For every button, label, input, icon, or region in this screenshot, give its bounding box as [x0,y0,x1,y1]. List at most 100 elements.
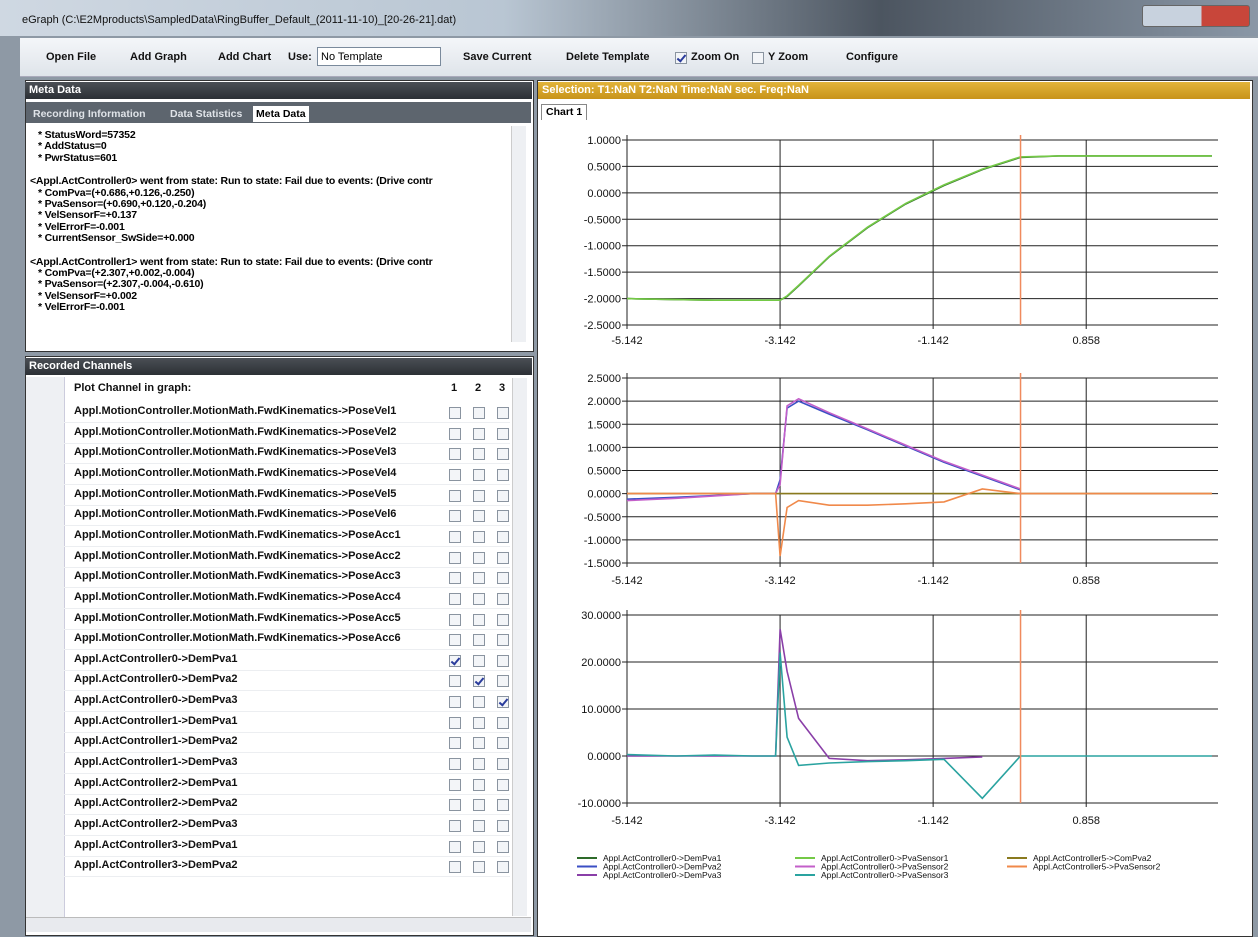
y-tick-label: -1.5000 [584,558,621,570]
channel-name: Appl.ActController1->DemPva2 [74,735,238,747]
plot-checkbox[interactable] [473,655,485,667]
plot-checkbox[interactable] [449,717,461,729]
plot-checkbox[interactable] [449,820,461,832]
plot-checkbox[interactable] [497,428,509,440]
plot-checkbox[interactable] [449,428,461,440]
y-tick-label: -1.0000 [584,535,621,547]
plot-checkbox[interactable] [473,510,485,522]
series-line [627,489,1212,556]
plot-checkbox[interactable] [473,428,485,440]
plot-checkbox[interactable] [497,407,509,419]
plot-checkbox[interactable] [497,510,509,522]
plot-checkbox[interactable] [497,717,509,729]
channel-name: Appl.MotionController.MotionMath.FwdKine… [74,467,396,479]
meta-tab[interactable]: Recording Information [30,106,149,122]
meta-line: * VelErrorF=-0.001 [38,301,125,313]
plot-checkbox[interactable] [473,696,485,708]
channel-name: Appl.MotionController.MotionMath.FwdKine… [74,632,401,644]
plot-checkbox[interactable] [473,779,485,791]
channel-name: Appl.ActController3->DemPva1 [74,839,238,851]
channel-name: Appl.ActController1->DemPva1 [74,715,238,727]
channel-row-line [64,525,510,526]
meta-tab[interactable]: Data Statistics [167,106,245,122]
plot-checkbox[interactable] [497,469,509,481]
plot-checkbox[interactable] [497,675,509,687]
meta-tab[interactable]: Meta Data [253,106,309,122]
plot-checkbox[interactable] [473,799,485,811]
plot-checkbox[interactable] [449,510,461,522]
plot-checkbox[interactable] [497,737,509,749]
channel-name: Appl.ActController3->DemPva2 [74,859,238,871]
plot-checkbox[interactable] [449,634,461,646]
plot-checkbox[interactable] [473,469,485,481]
plot-checkbox[interactable] [449,448,461,460]
plot-checkbox[interactable] [497,490,509,502]
series-line [627,156,1212,300]
meta-scrollbar[interactable] [511,126,526,342]
channel-row-line [64,670,510,671]
plot-checkbox[interactable] [497,531,509,543]
plot-checkbox[interactable] [449,552,461,564]
plot-checkbox[interactable] [473,407,485,419]
x-tick-label: -5.142 [611,815,642,827]
plot-checkbox[interactable] [449,841,461,853]
plot-checkbox[interactable] [473,758,485,770]
plot-checkbox[interactable] [449,490,461,502]
plot-checkbox[interactable] [449,531,461,543]
plot-checkbox[interactable] [449,593,461,605]
plot-checkbox[interactable] [473,820,485,832]
plot-checkbox[interactable] [473,614,485,626]
plot-checkbox[interactable] [497,779,509,791]
plot-checkbox[interactable] [473,634,485,646]
plot-checkbox[interactable] [497,593,509,605]
x-tick-label: -3.142 [764,815,795,827]
v-scrollbar[interactable] [512,378,527,916]
legend-label: Appl.ActController0->DemPva3 [603,870,722,880]
plot-checkbox[interactable] [473,531,485,543]
plot-checkbox[interactable] [473,552,485,564]
plot-checkbox[interactable] [497,799,509,811]
plot-checkbox[interactable] [473,675,485,687]
plot-checkbox[interactable] [473,490,485,502]
y-tick-label: 2.5000 [587,373,621,385]
plot-checkbox[interactable] [473,593,485,605]
plot-checkbox[interactable] [473,861,485,873]
plot-checkbox[interactable] [497,634,509,646]
channel-row-line [64,608,510,609]
plot-checkbox[interactable] [449,572,461,584]
channel-row-line [64,794,510,795]
y-tick-label: 10.0000 [581,704,621,716]
plot-checkbox[interactable] [473,572,485,584]
plot-checkbox[interactable] [497,614,509,626]
plot-checkbox[interactable] [473,717,485,729]
plot-checkbox[interactable] [449,696,461,708]
plot-checkbox[interactable] [497,448,509,460]
plot-checkbox[interactable] [449,799,461,811]
plot-checkbox[interactable] [449,737,461,749]
plot-checkbox[interactable] [473,448,485,460]
meta-line: * CurrentSensor_SwSide=+0.000 [38,232,194,244]
plot-checkbox[interactable] [449,614,461,626]
plot-checkbox[interactable] [497,655,509,667]
meta-line: * StatusWord=57352 [38,129,135,141]
plot-checkbox[interactable] [449,469,461,481]
channel-row-line [64,587,510,588]
plot-checkbox[interactable] [449,758,461,770]
plot-checkbox[interactable] [449,861,461,873]
plot-checkbox[interactable] [449,675,461,687]
plot-checkbox[interactable] [497,696,509,708]
y-tick-label: -0.5000 [584,512,621,524]
plot-checkbox[interactable] [497,552,509,564]
plot-checkbox[interactable] [497,758,509,770]
plot-checkbox[interactable] [473,737,485,749]
channel-name: Appl.MotionController.MotionMath.FwdKine… [74,612,401,624]
plot-checkbox[interactable] [449,655,461,667]
plot-checkbox[interactable] [449,779,461,791]
plot-checkbox[interactable] [497,572,509,584]
plot-checkbox[interactable] [497,861,509,873]
plot-checkbox[interactable] [449,407,461,419]
plot-checkbox[interactable] [473,841,485,853]
plot-checkbox[interactable] [497,820,509,832]
plot-checkbox[interactable] [497,841,509,853]
channel-row-line [64,856,510,857]
